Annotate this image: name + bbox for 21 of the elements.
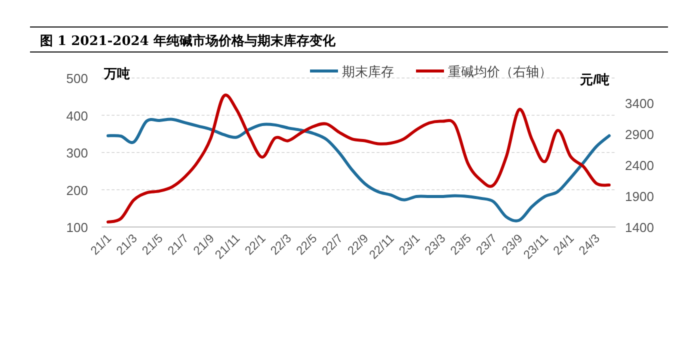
y2-axis-title: 元/吨 [579, 72, 610, 87]
y-tick-label: 100 [66, 220, 88, 235]
chart-title: 图 1 2021-2024 年纯碱市场价格与期末库存变化 [40, 33, 336, 49]
x-tick-label: 23/1 [396, 230, 423, 258]
y2-tick-label: 2400 [625, 158, 654, 173]
y-tick-label: 400 [66, 108, 88, 124]
x-tick-label: 24/1 [550, 230, 577, 258]
y-tick-label: 500 [66, 71, 88, 86]
x-tick-label: 21/1 [88, 230, 114, 258]
y-tick-label: 300 [66, 146, 88, 160]
y2-tick-label: 2900 [625, 126, 654, 142]
x-tick-label: 22/1 [242, 230, 269, 258]
y-axis-title: 万吨 [103, 66, 130, 81]
y2-tick-label: 3400 [625, 96, 654, 111]
line-series [106, 94, 611, 224]
y2-tick-label: 1900 [625, 188, 654, 204]
y-tick-label: 200 [66, 182, 88, 198]
legend-label: 期末库存 [342, 64, 394, 79]
legend-label: 重碱均价（右轴） [448, 64, 552, 79]
line-series [106, 118, 611, 222]
y2-tick-label: 1400 [625, 220, 654, 235]
